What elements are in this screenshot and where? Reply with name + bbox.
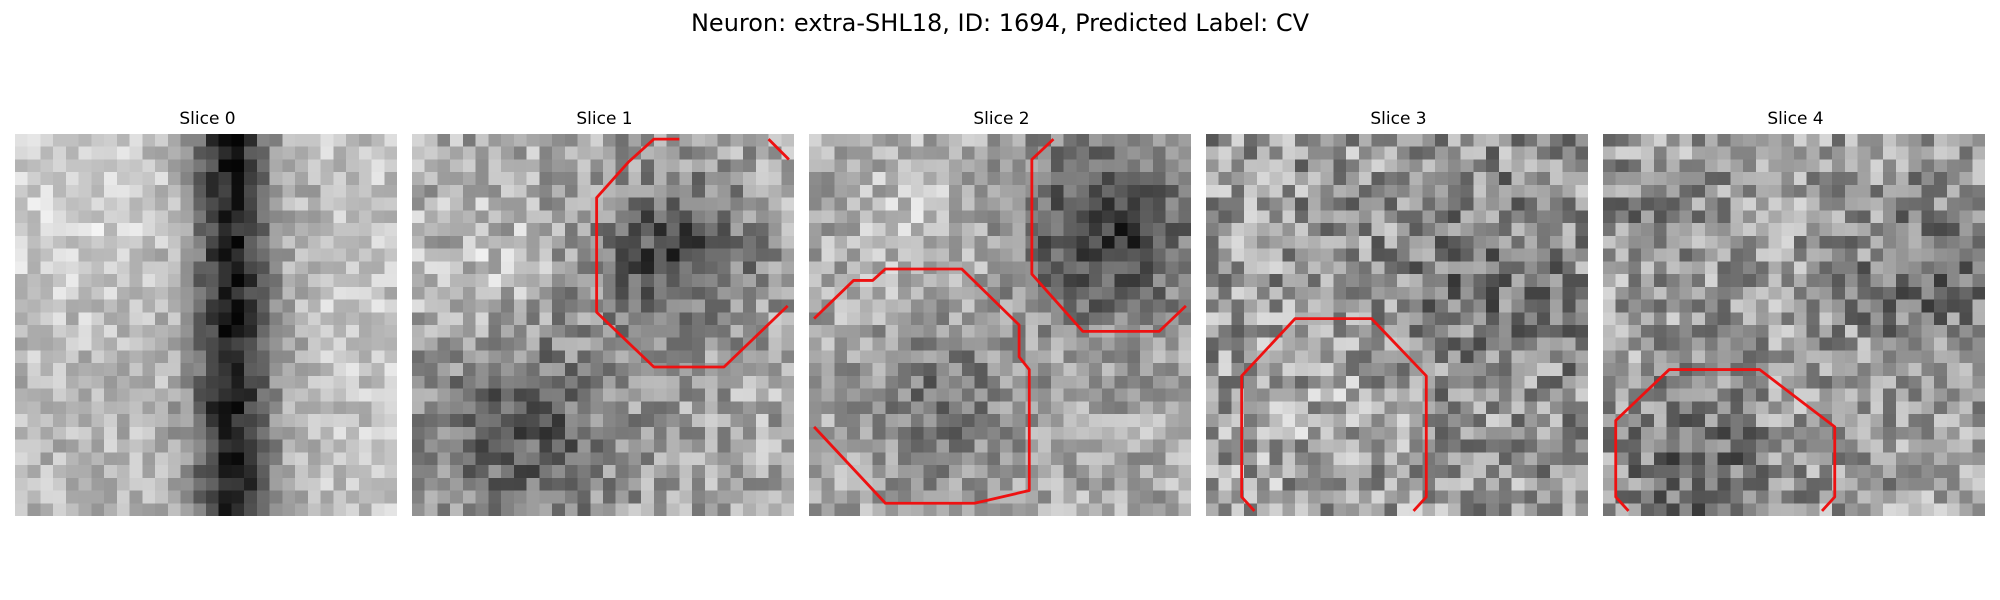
slice-panel-4: Slice 4 <box>1603 108 1988 516</box>
red-contour-outline <box>767 138 790 161</box>
red-contour-outline <box>1030 138 1187 333</box>
figure-title: Neuron: extra-SHL18, ID: 1694, Predicted… <box>690 9 1310 37</box>
grayscale-slice-image <box>1603 134 1985 516</box>
slice-panel-3: Slice 3 <box>1206 108 1591 516</box>
slice-title: Slice 1 <box>576 109 633 129</box>
slice-title: Slice 4 <box>1767 109 1824 129</box>
slice-pixels <box>1206 134 1588 516</box>
slice-panel-0: Slice 0 <box>15 108 400 516</box>
slice-title: Slice 0 <box>179 109 236 129</box>
slice-pixels <box>1603 134 1985 516</box>
slice-pixels <box>15 134 397 516</box>
slice-panel-1: Slice 1 <box>412 108 797 516</box>
slice-title: Slice 2 <box>973 109 1030 129</box>
grayscale-slice-image <box>809 134 1191 516</box>
slice-title: Slice 3 <box>1370 109 1427 129</box>
grayscale-slice-image <box>412 134 794 516</box>
red-contour-outline <box>813 267 1031 505</box>
red-contour-outline <box>595 137 789 369</box>
slice-pixels <box>809 134 1191 516</box>
grayscale-slice-image <box>1206 134 1588 516</box>
red-contour-outline <box>1614 368 1837 512</box>
slice-panel-2: Slice 2 <box>809 108 1194 516</box>
red-contour-outline <box>1240 317 1428 512</box>
slice-pixels <box>412 134 794 516</box>
grayscale-slice-image <box>15 134 397 516</box>
